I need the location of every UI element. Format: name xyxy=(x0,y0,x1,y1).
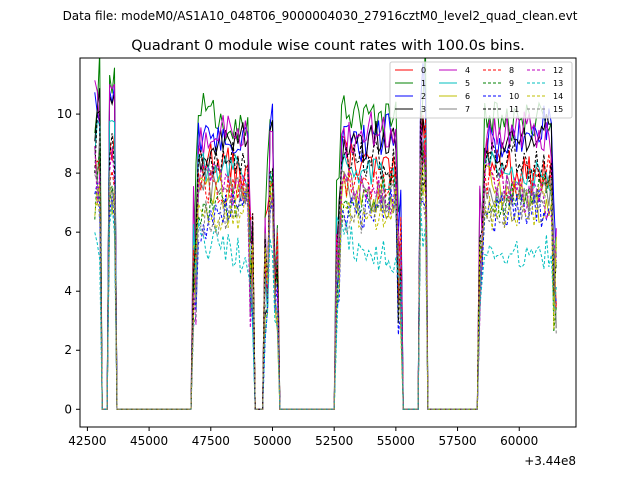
legend-label-7: 7 xyxy=(465,105,470,114)
series-line-14 xyxy=(94,165,557,410)
x-tick-label: 60000 xyxy=(500,434,538,448)
legend-label-9: 9 xyxy=(509,79,514,88)
series-line-12 xyxy=(94,144,557,410)
legend-label-10: 10 xyxy=(509,92,519,101)
series-line-13 xyxy=(94,203,557,410)
legend-label-12: 12 xyxy=(553,66,563,75)
legend-label-5: 5 xyxy=(465,79,470,88)
legend-box xyxy=(389,61,573,119)
series-line-4 xyxy=(94,80,557,410)
x-tick-label: 57500 xyxy=(438,434,476,448)
figure-suptitle: Data file: modeM0/AS1A10_048T06_90000040… xyxy=(62,9,578,23)
series-line-6 xyxy=(94,163,557,410)
legend-label-0: 0 xyxy=(421,66,426,75)
plot-area xyxy=(94,58,557,410)
x-tick-label: 50000 xyxy=(253,434,291,448)
chart-title: Quadrant 0 module wise count rates with … xyxy=(131,38,525,54)
x-tick-label: 45000 xyxy=(130,434,168,448)
axes: 42500 45000 47500 50000 52500 55000 57500 60000… xyxy=(57,57,577,468)
y-tick-label: 6 xyxy=(64,225,72,239)
axes-frame xyxy=(79,57,577,428)
y-tick-label: 10 xyxy=(57,107,72,121)
legend-label-8: 8 xyxy=(509,66,514,75)
series-line-8 xyxy=(94,119,557,410)
y-tick-label: 8 xyxy=(64,166,72,180)
y-tick-label: 0 xyxy=(64,402,72,416)
x-tick-label: 55000 xyxy=(377,434,415,448)
series-line-15 xyxy=(94,157,557,410)
series-line-0 xyxy=(94,115,557,410)
y-tick-label: 4 xyxy=(64,284,72,298)
series-line-11 xyxy=(94,110,557,410)
x-tick-label: 42500 xyxy=(68,434,106,448)
legend-label-15: 15 xyxy=(553,105,563,114)
legend-label-2: 2 xyxy=(421,92,426,101)
legend-label-1: 1 xyxy=(421,79,426,88)
legend-label-14: 14 xyxy=(553,92,563,101)
series-line-7 xyxy=(94,133,557,410)
y-tick-label: 2 xyxy=(64,343,72,357)
legend-label-13: 13 xyxy=(553,79,563,88)
legend-label-4: 4 xyxy=(465,66,470,75)
x-tick-label: 47500 xyxy=(192,434,230,448)
legend-label-6: 6 xyxy=(465,92,470,101)
x-offset-label: +3.44e8 xyxy=(524,454,576,468)
legend-label-11: 11 xyxy=(509,105,519,114)
legend-label-3: 3 xyxy=(421,105,426,114)
series-line-5 xyxy=(94,119,557,410)
x-tick-label: 52500 xyxy=(315,434,353,448)
